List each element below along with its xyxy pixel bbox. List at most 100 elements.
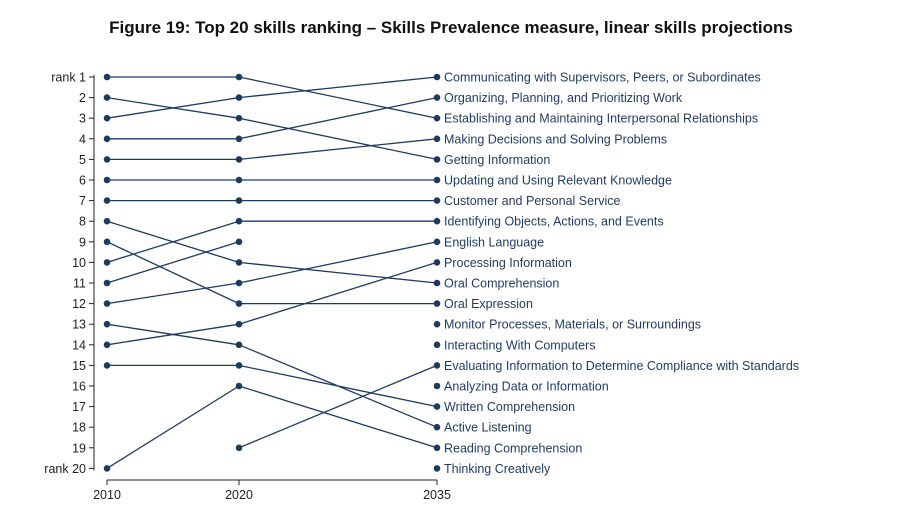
series-point — [433, 300, 441, 307]
y-tick-label: 3 — [79, 112, 86, 126]
axes: rank 1 2 3 4 5 6 7 8 9 10 11 12 13 14 15 16 17 18 19 rank 2… — [44, 71, 451, 503]
series-point — [433, 465, 441, 472]
series-segment — [106, 385, 240, 469]
series-point — [103, 94, 111, 101]
skill-label: Making Decisions and Solving Problems — [444, 132, 667, 146]
series-point — [103, 217, 111, 225]
y-tick-label: 16 — [72, 380, 86, 394]
series-point — [433, 423, 441, 431]
y-tick-label: 8 — [79, 215, 86, 229]
series-point — [235, 444, 243, 452]
series-segment — [238, 76, 438, 99]
series-point — [433, 444, 441, 452]
skill-label: Analyzing Data or Information — [444, 380, 609, 394]
series-point — [103, 362, 111, 369]
skill-label: Processing Information — [444, 256, 572, 270]
series-point — [235, 320, 243, 328]
series-point — [103, 73, 111, 81]
y-tick-label: 12 — [72, 297, 86, 311]
skill-label: Oral Expression — [444, 297, 533, 311]
y-tick-label: 17 — [72, 400, 86, 414]
series-point — [235, 114, 243, 122]
skill-label: Active Listening — [444, 421, 532, 435]
y-tick-label: 7 — [79, 194, 86, 208]
skill-label: Customer and Personal Service — [444, 194, 621, 208]
series-segment — [238, 344, 438, 428]
series-point — [235, 279, 243, 287]
series-point — [103, 156, 111, 163]
y-tick-label: 10 — [72, 256, 86, 270]
skill-label: Evaluating Information to Determine Comp… — [444, 359, 799, 373]
series-point — [103, 197, 111, 204]
skill-label: Monitor Processes, Materials, or Surroun… — [444, 318, 701, 332]
series-point — [235, 362, 243, 369]
x-tick-label: 2010 — [93, 488, 121, 502]
series-segment — [238, 96, 438, 140]
series-point — [235, 73, 243, 81]
series-segment — [238, 261, 438, 284]
series-segment — [238, 241, 438, 284]
series-segment — [238, 364, 438, 449]
y-tick-label: 2 — [79, 91, 86, 105]
series-point — [433, 135, 441, 143]
y-tick-label: 18 — [72, 421, 86, 435]
series-segment — [106, 220, 240, 264]
series-point — [433, 279, 441, 287]
series-point — [433, 320, 441, 328]
series-point — [103, 114, 111, 122]
series-lines — [106, 76, 438, 469]
series-point — [433, 362, 441, 369]
series-point — [433, 197, 441, 204]
x-tick-label: 2035 — [423, 488, 451, 502]
series-point — [433, 217, 441, 225]
y-tick-label: 14 — [72, 338, 86, 352]
series-point — [433, 73, 441, 81]
y-tick-label: 4 — [79, 132, 86, 146]
series-point — [103, 135, 111, 143]
skill-label: Getting Information — [444, 153, 550, 167]
series-point — [433, 114, 441, 122]
series-segment — [238, 117, 438, 161]
chart-title: Figure 19: Top 20 skills ranking – Skill… — [109, 18, 793, 37]
skill-label: Updating and Using Relevant Knowledge — [444, 174, 672, 188]
series-point — [103, 176, 111, 184]
skill-label: Communicating with Supervisors, Peers, o… — [444, 71, 761, 85]
skill-label: Organizing, Planning, and Prioritizing W… — [444, 91, 683, 105]
y-tick-label: rank 1 — [51, 71, 86, 85]
y-tick-label: rank 20 — [44, 462, 86, 476]
series-point — [103, 238, 111, 246]
series-point — [103, 465, 111, 472]
skill-label: Oral Comprehension — [444, 277, 559, 291]
series-point — [433, 176, 441, 184]
series-point — [103, 279, 111, 287]
series-point — [235, 382, 243, 390]
series-labels: Communicating with Supervisors, Peers, o… — [444, 71, 799, 476]
series-point — [235, 197, 243, 204]
skill-label: Interacting With Computers — [444, 338, 595, 352]
y-tick-label: 9 — [79, 235, 86, 249]
y-tick-label: 5 — [79, 153, 86, 167]
series-point — [235, 176, 243, 184]
y-tick-label: 13 — [72, 318, 86, 332]
y-tick-label: 15 — [72, 359, 86, 373]
series-segment — [238, 385, 438, 449]
series-point — [103, 320, 111, 328]
skill-label: Thinking Creatively — [444, 462, 551, 476]
series-point — [433, 238, 441, 246]
skill-label: Identifying Objects, Actions, and Events — [444, 215, 664, 229]
x-tick-label: 2020 — [225, 488, 253, 502]
series-segment — [106, 96, 240, 119]
skill-label: Written Comprehension — [444, 400, 575, 414]
series-segment — [106, 282, 240, 305]
series-point — [235, 135, 243, 143]
series-points — [103, 73, 441, 472]
series-point — [433, 382, 441, 390]
series-segment — [238, 138, 438, 161]
y-tick-label: 6 — [79, 174, 86, 188]
series-point — [103, 300, 111, 307]
y-tick-label: 11 — [73, 277, 86, 291]
series-segment — [238, 76, 438, 119]
series-segment — [106, 323, 240, 346]
series-point — [433, 259, 441, 266]
